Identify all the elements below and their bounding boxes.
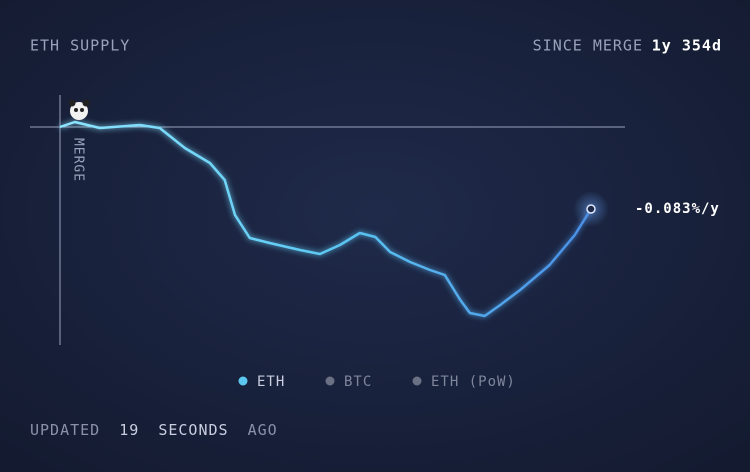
legend-label[interactable]: BTC bbox=[344, 374, 372, 390]
legend-marker bbox=[238, 376, 248, 386]
panda-icon bbox=[68, 99, 90, 120]
legend-marker bbox=[325, 376, 335, 386]
end-label: -0.083%/y bbox=[635, 201, 720, 217]
series-line bbox=[59, 120, 593, 318]
legend-marker bbox=[412, 376, 422, 386]
footer-prefix: UPDATED bbox=[30, 421, 100, 439]
footer-unit: SECONDS bbox=[158, 421, 228, 439]
legend-label[interactable]: ETH (PoW) bbox=[431, 374, 516, 390]
title: ETH SUPPLY bbox=[30, 37, 130, 55]
end-point bbox=[586, 204, 596, 214]
period: 1y 354d bbox=[652, 37, 722, 55]
legend-label[interactable]: ETH bbox=[257, 374, 285, 390]
merge-label: MERGE bbox=[71, 138, 86, 182]
footer: UPDATED 19 SECONDS AGO bbox=[30, 421, 278, 439]
footer-number: 19 bbox=[119, 421, 139, 439]
period-label: SINCE MERGE bbox=[533, 37, 643, 55]
footer-suffix: AGO bbox=[248, 421, 278, 439]
